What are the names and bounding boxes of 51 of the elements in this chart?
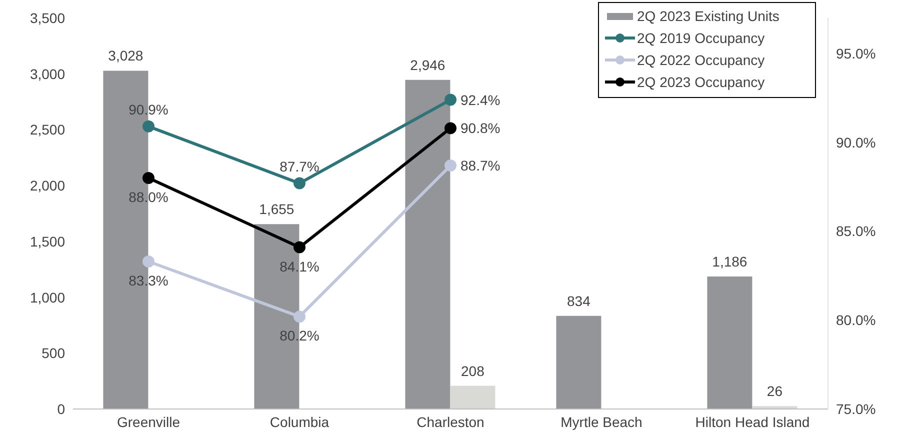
x-tick-label: Hilton Head Island [695, 414, 810, 430]
y2-tick-label: 80.0% [836, 312, 876, 328]
y-tick-label: 2,500 [30, 122, 66, 138]
legend-label: 2Q 2022 Occupancy [637, 52, 765, 68]
data-label: 2,946 [410, 56, 446, 73]
y-tick-label: 0 [57, 400, 66, 417]
data-label: 90.9% [128, 101, 168, 118]
point [142, 120, 154, 132]
bar [450, 386, 496, 409]
point [142, 172, 154, 184]
x-tick-label: Myrtle Beach [560, 414, 642, 430]
y-tick-label: 1,500 [30, 233, 66, 250]
y-tick-label: 3,500 [30, 10, 66, 26]
data-label: 92.4% [460, 92, 500, 108]
y2-tick-label: 95.0% [836, 46, 876, 62]
point [294, 241, 306, 254]
legend-label: 2Q 2023 Occupancy [637, 74, 765, 90]
y-tick-label: 1,000 [30, 289, 66, 306]
x-tick-label: Charleston [416, 414, 484, 430]
point [294, 177, 306, 190]
data-label: 26 [766, 383, 783, 400]
data-label: 87.7% [280, 158, 320, 174]
point [444, 94, 456, 106]
data-label: 90.8% [460, 120, 500, 136]
x-tick-label: Columbia [270, 414, 330, 430]
data-label: 1,655 [259, 201, 294, 218]
y-tick-label: 3,000 [30, 66, 66, 82]
data-label: 3,028 [108, 48, 144, 64]
point [142, 255, 154, 268]
data-label: 84.1% [280, 258, 320, 274]
legend-label: 2Q 2019 Occupancy [637, 30, 765, 46]
point [444, 122, 456, 134]
bar [556, 316, 602, 409]
y-tick-label: 500 [42, 345, 66, 362]
legend-label: 2Q 2023 Existing Units [637, 8, 780, 24]
data-label: 834 [567, 292, 591, 309]
y2-tick-label: 85.0% [836, 223, 876, 240]
data-label: 88.7% [460, 158, 500, 174]
data-label: 80.2% [280, 328, 320, 344]
x-tick-label: Greenville [116, 414, 180, 430]
y2-tick-label: 75.0% [836, 400, 876, 417]
bar [405, 80, 450, 409]
data-label: 83.3% [128, 272, 168, 288]
point [294, 310, 306, 323]
y-tick-label: 2,000 [30, 178, 66, 194]
data-label: 1,186 [712, 254, 748, 270]
bar [707, 276, 752, 409]
point [444, 160, 456, 172]
y2-tick-label: 90.0% [836, 134, 876, 150]
data-label: 88.0% [128, 188, 168, 205]
data-label: 208 [461, 362, 485, 379]
